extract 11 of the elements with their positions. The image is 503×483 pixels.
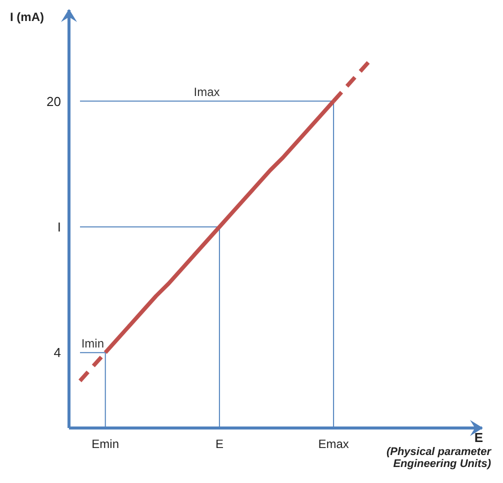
ref-line-label: Imax [194,85,220,100]
ref-line-label: Imin [81,336,104,351]
x-tick-label: Emin [92,437,120,451]
y-axis-title: I (mA) [10,10,44,24]
x-tick-label: Emax [318,437,349,451]
y-tick-label: I [57,219,61,234]
x-tick-label: E [215,437,224,451]
y-tick-label: 20 [46,94,61,109]
line-series [103,99,336,355]
text: (Physical parameter Engineering Units) [385,446,491,470]
y-tick-label: 4 [54,345,61,360]
